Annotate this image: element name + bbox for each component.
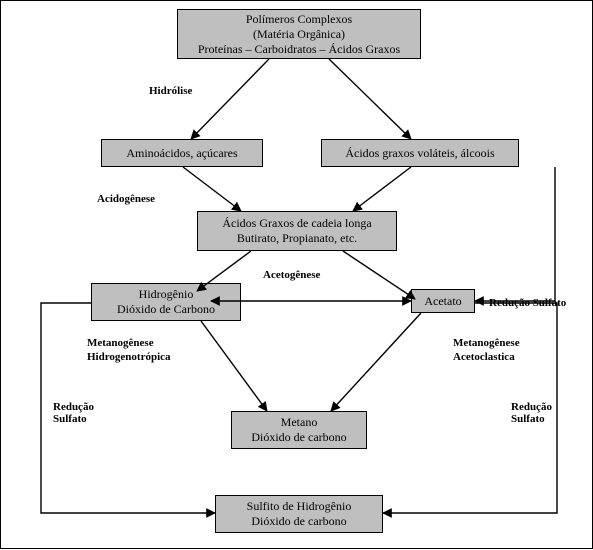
label-reducao-sulfato-left-2: Sulfato bbox=[53, 413, 87, 425]
node-text-line: Sulfito de Hidrogênio bbox=[247, 499, 352, 514]
label-reducao-sulfato: Redução Sulfato bbox=[489, 297, 566, 309]
node-text-line: Metano bbox=[281, 415, 318, 430]
node-metano: MetanoDióxido de carbono bbox=[231, 411, 367, 449]
node-text-line: Proteínas – Carboidratos – Ácidos Graxos bbox=[198, 42, 400, 57]
label-reducao-sulfato-left-1: Redução bbox=[53, 401, 94, 413]
node-text-line: (Matéria Orgânica) bbox=[253, 27, 345, 42]
node-acidos-volateis: Ácidos graxos voláteis, álcoois bbox=[321, 139, 519, 167]
node-text-line: Dióxido de carbono bbox=[251, 514, 346, 529]
node-text-line: Hidrogênio bbox=[139, 287, 194, 302]
node-text-line: Aminoácidos, açúcares bbox=[126, 146, 237, 161]
label-reducao-sulfato-right-2: Sulfato bbox=[511, 413, 545, 425]
node-sulfito: Sulfito de HidrogênioDióxido de carbono bbox=[215, 495, 383, 533]
node-text-line: Ácidos Graxos de cadeia longa bbox=[222, 216, 371, 231]
node-text-line: Dióxido de Carbono bbox=[117, 302, 215, 317]
node-polimeros: Polímeros Complexos(Matéria Orgânica)Pro… bbox=[177, 9, 421, 59]
label-acidogenese: Acidogênese bbox=[97, 193, 155, 205]
node-text-line: Butirato, Propianato, etc. bbox=[237, 231, 357, 246]
label-reducao-sulfato-right-1: Redução bbox=[511, 401, 552, 413]
node-text-line: Dióxido de carbono bbox=[251, 430, 346, 445]
label-metanogenese-hidrogenotropica-1: Metanogênese bbox=[87, 337, 154, 349]
node-text-line: Polímeros Complexos bbox=[246, 12, 352, 27]
node-text-line: Ácidos graxos voláteis, álcoois bbox=[345, 146, 494, 161]
node-hidrogenio-co2: HidrogênioDióxido de Carbono bbox=[91, 283, 241, 321]
label-metanogenese-hidrogenotropica-2: Hidrogenotrópica bbox=[87, 351, 171, 363]
diagram-canvas: Polímeros Complexos(Matéria Orgânica)Pro… bbox=[0, 0, 593, 549]
label-metanogenese-acetoclastica-2: Acetoclastica bbox=[453, 351, 515, 363]
node-aminoacidos: Aminoácidos, açúcares bbox=[101, 139, 263, 167]
label-metanogenese-acetoclastica-1: Metanogênese bbox=[453, 337, 520, 349]
node-acidos-cadeia-longa: Ácidos Graxos de cadeia longaButirato, P… bbox=[197, 211, 397, 251]
label-acetogenese: Acetogênese bbox=[263, 269, 320, 281]
node-acetato: Acetato bbox=[411, 289, 475, 313]
node-text-line: Acetato bbox=[424, 294, 461, 309]
label-hidrolise: Hidrólise bbox=[149, 85, 192, 97]
